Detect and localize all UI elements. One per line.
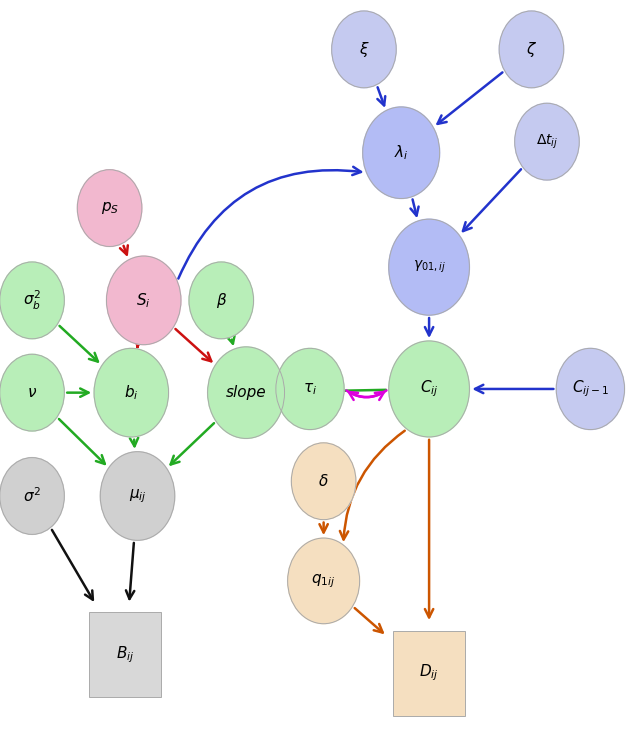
Text: $S_i$: $S_i$: [136, 291, 151, 310]
Circle shape: [189, 262, 253, 339]
Text: $\sigma_b^2$: $\sigma_b^2$: [23, 289, 41, 312]
Text: $\mu_{ij}$: $\mu_{ij}$: [128, 487, 147, 505]
Circle shape: [363, 107, 440, 199]
Circle shape: [77, 170, 142, 247]
Circle shape: [556, 348, 625, 430]
Text: $\nu$: $\nu$: [27, 385, 37, 400]
Circle shape: [276, 348, 344, 430]
Text: $B_{ij}$: $B_{ij}$: [116, 645, 135, 665]
Text: $\beta$: $\beta$: [216, 291, 227, 310]
Circle shape: [0, 354, 64, 431]
Text: $\gamma_{01,ij}$: $\gamma_{01,ij}$: [413, 259, 445, 276]
Text: $\zeta$: $\zeta$: [526, 40, 537, 59]
Text: $\lambda_i$: $\lambda_i$: [394, 143, 408, 162]
Text: $\tau_i$: $\tau_i$: [303, 381, 317, 397]
Text: slope: slope: [226, 385, 267, 400]
Text: $\Delta t_{ij}$: $\Delta t_{ij}$: [536, 133, 558, 151]
Text: $b_i$: $b_i$: [124, 383, 138, 402]
Circle shape: [106, 256, 181, 345]
Text: $C_{ij}$: $C_{ij}$: [420, 379, 438, 399]
Circle shape: [0, 262, 64, 339]
Text: $q_{1ij}$: $q_{1ij}$: [311, 572, 336, 590]
Circle shape: [389, 219, 469, 315]
Text: $C_{ij-1}$: $C_{ij-1}$: [572, 379, 609, 399]
FancyBboxPatch shape: [89, 612, 161, 697]
FancyBboxPatch shape: [393, 631, 465, 716]
Circle shape: [100, 452, 175, 540]
Circle shape: [291, 443, 356, 519]
Text: $p_S$: $p_S$: [101, 200, 119, 216]
Circle shape: [94, 348, 169, 437]
Text: $\sigma^2$: $\sigma^2$: [23, 487, 41, 505]
Circle shape: [208, 347, 284, 439]
Text: $\delta$: $\delta$: [318, 473, 329, 489]
Circle shape: [331, 11, 396, 87]
Text: $\xi$: $\xi$: [359, 40, 369, 59]
Circle shape: [389, 341, 469, 437]
Circle shape: [287, 538, 360, 624]
Circle shape: [499, 11, 564, 87]
Circle shape: [0, 458, 64, 534]
Text: $D_{ij}$: $D_{ij}$: [420, 663, 439, 683]
Circle shape: [515, 103, 579, 180]
